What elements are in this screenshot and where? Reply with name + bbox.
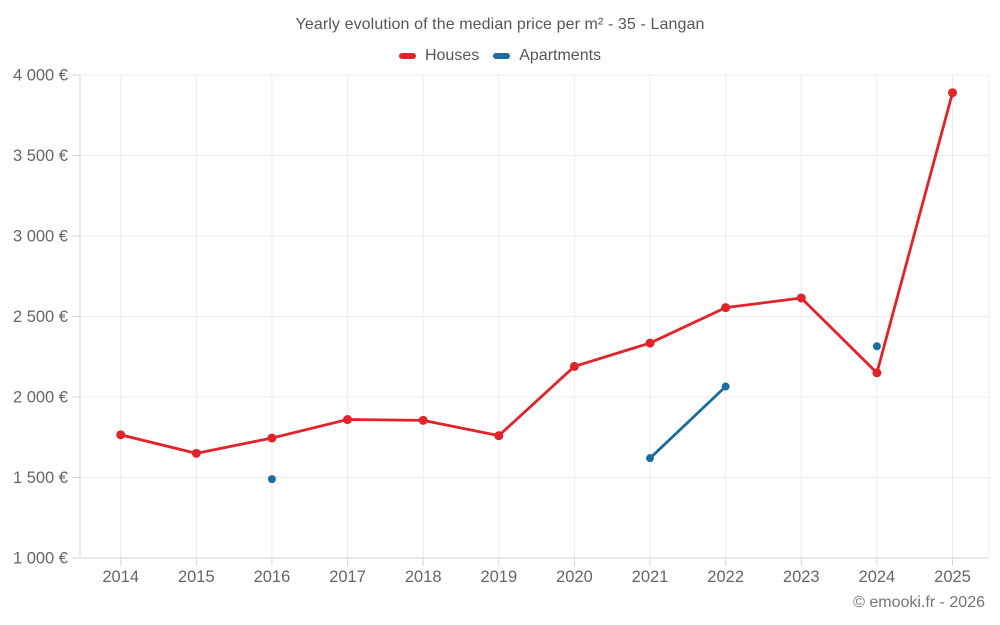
x-axis-label: 2022 xyxy=(707,568,744,586)
legend-swatch xyxy=(398,53,416,59)
houses-data-point[interactable] xyxy=(418,415,428,425)
legend-label: Houses xyxy=(424,47,480,64)
houses-data-point[interactable] xyxy=(494,431,504,441)
houses-data-point[interactable] xyxy=(343,415,353,425)
y-axis-label: 3 000 € xyxy=(13,228,68,246)
houses-data-point[interactable] xyxy=(645,338,655,348)
x-axis-label: 2024 xyxy=(859,568,896,586)
apartments-data-point[interactable] xyxy=(872,342,881,351)
x-axis-label: 2018 xyxy=(405,568,442,586)
houses-data-point[interactable] xyxy=(569,361,579,371)
houses-data-point[interactable] xyxy=(948,88,958,98)
y-axis-label: 2 000 € xyxy=(13,389,68,407)
legend: Houses Apartments xyxy=(0,47,1000,65)
legend-item-apartments[interactable]: Apartments xyxy=(493,47,601,65)
y-axis-label: 3 500 € xyxy=(13,147,68,165)
houses-data-point[interactable] xyxy=(267,433,277,443)
houses-data-point[interactable] xyxy=(796,293,806,303)
x-axis-label: 2023 xyxy=(783,568,820,586)
x-axis-label: 2020 xyxy=(556,568,593,586)
houses-data-point[interactable] xyxy=(116,430,126,440)
legend-label: Apartments xyxy=(519,47,602,64)
y-axis-label: 1 500 € xyxy=(13,469,68,487)
legend-swatch xyxy=(493,53,511,59)
apartments-line xyxy=(648,385,728,460)
houses-line xyxy=(119,91,954,455)
x-axis-label: 2016 xyxy=(254,568,291,586)
houses-data-point[interactable] xyxy=(191,448,201,458)
y-axis-label: 1 000 € xyxy=(13,550,68,568)
x-axis-label: 2015 xyxy=(178,568,215,586)
apartments-data-point[interactable] xyxy=(646,454,655,463)
houses-data-point[interactable] xyxy=(721,303,731,313)
y-axis-label: 2 500 € xyxy=(13,308,68,326)
x-axis-label: 2014 xyxy=(102,568,139,586)
chart-title: Yearly evolution of the median price per… xyxy=(295,16,705,33)
y-axis-label: 4 000 € xyxy=(13,67,68,85)
houses-data-point[interactable] xyxy=(872,368,882,378)
legend-item-houses[interactable]: Houses xyxy=(398,47,480,65)
x-axis-label: 2021 xyxy=(632,568,669,586)
apartments-data-point[interactable] xyxy=(267,475,276,484)
copyright-credit: © emooki.fr - 2026 xyxy=(853,594,985,611)
x-axis-label: 2017 xyxy=(329,568,366,586)
apartments-data-point[interactable] xyxy=(721,382,730,391)
x-axis-label: 2019 xyxy=(480,568,517,586)
x-axis-label: 2025 xyxy=(934,568,971,586)
